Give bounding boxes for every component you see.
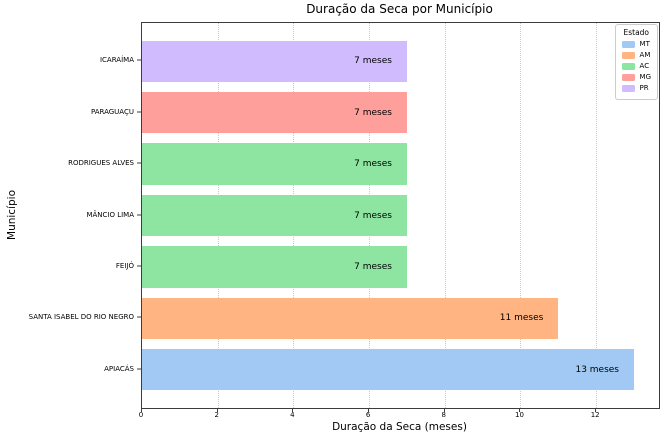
x-tick-mark [216, 408, 218, 412]
legend-label: MG [639, 73, 651, 81]
x-tick-label: 2 [214, 411, 219, 419]
y-tick-mark [137, 316, 141, 318]
legend-swatch-mg [621, 73, 635, 81]
legend: Estado MT AM AC MG PR [614, 24, 658, 100]
bar-value-label: 7 meses [354, 210, 392, 221]
legend-entry-mg: MG [621, 73, 651, 81]
x-tick-mark [443, 408, 445, 412]
x-tick-label: 8 [441, 411, 447, 419]
legend-swatch-pr [621, 84, 635, 92]
bar-value-label: 7 meses [354, 107, 392, 118]
legend-label: AC [639, 62, 650, 70]
gridline-x-10 [520, 23, 522, 408]
x-tick-mark [519, 408, 521, 412]
y-tick-label: APIACÁS [104, 364, 134, 373]
y-tick-mark [137, 368, 141, 370]
gridline-x-12 [596, 23, 598, 408]
x-tick-label: 12 [590, 411, 600, 419]
x-tick-label: 10 [515, 411, 524, 419]
y-tick-mark [137, 214, 141, 215]
bar-rodrigues-alves [142, 143, 407, 185]
legend-swatch-mt [621, 40, 635, 48]
bar-mâncio-lima [142, 194, 407, 237]
x-tick-label: 0 [138, 411, 144, 419]
legend-entry-mt: MT [621, 40, 651, 48]
bar-santa-isabel-do-rio-negro [142, 297, 559, 340]
x-tick-mark [141, 408, 142, 412]
bar-paraguaçu [142, 91, 407, 134]
legend-entry-pr: PR [621, 84, 651, 92]
plot-area: Estado MT AM AC MG PR 7 meses 7 meses 7 meses 7… [141, 22, 660, 409]
gridline-x-8 [444, 23, 446, 408]
legend-label: PR [639, 84, 649, 92]
x-tick-mark [368, 408, 370, 412]
y-tick-mark [137, 162, 141, 164]
y-tick-mark [137, 111, 141, 113]
bar-value-label: 11 meses [499, 313, 544, 324]
x-axis-label: Duração da Seca (meses) [332, 421, 467, 433]
legend-label: MT [639, 40, 650, 48]
y-axis-label: Município [6, 190, 18, 240]
y-tick-mark [137, 59, 141, 61]
x-tick-label: 6 [365, 411, 371, 419]
x-tick-label: 4 [290, 411, 295, 419]
bar-value-label: 13 meses [575, 364, 620, 375]
y-tick-label: FEIJÓ [115, 261, 134, 270]
bar-apiacás [142, 349, 635, 391]
x-tick-mark [292, 408, 294, 412]
y-tick-label: SANTA ISABEL DO RIO NEGRO [28, 313, 134, 322]
bar-icaraíma [142, 40, 407, 82]
y-tick-label: RODRIGUES ALVES [68, 159, 134, 168]
legend-entry-am: AM [621, 51, 651, 59]
y-tick-label: ICARAÍMA [99, 56, 134, 65]
legend-label: AM [639, 51, 651, 59]
chart-title: Duração da Seca por Município [306, 2, 493, 16]
bar-value-label: 7 meses [354, 159, 392, 170]
y-tick-mark [137, 265, 141, 267]
y-tick-label: PARAGUAÇU [90, 107, 134, 116]
y-tick-label: MÂNCIO LIMA [86, 210, 134, 219]
legend-swatch-ac [621, 62, 635, 70]
bar-value-label: 7 meses [354, 261, 392, 272]
x-tick-mark [595, 408, 597, 412]
legend-items: MT AM AC MG PR [621, 40, 651, 92]
legend-entry-ac: AC [621, 62, 651, 70]
bar-value-label: 7 meses [354, 56, 392, 67]
legend-title: Estado [623, 28, 650, 37]
bar-feijó [142, 246, 407, 288]
legend-swatch-am [621, 51, 635, 59]
